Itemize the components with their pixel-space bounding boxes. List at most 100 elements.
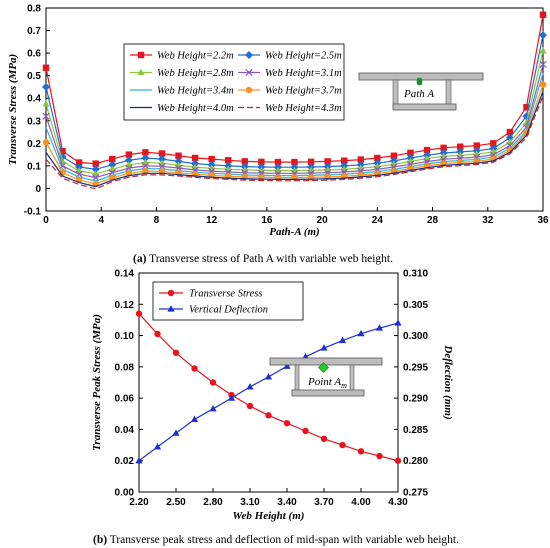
chart-a-legend: Web Height=2.2m Web Height=2.5m Web Height…	[123, 43, 345, 121]
chart-a-data-point	[141, 153, 150, 162]
chart-b-data-point	[264, 373, 273, 380]
chart-a-data-point	[307, 158, 315, 166]
chart-a-data-point	[174, 157, 183, 166]
chart-a-data-point	[42, 100, 50, 107]
chart-a-legend-label: Web Height=4.0m	[157, 103, 234, 114]
path-a-label: Path A	[403, 88, 434, 100]
chart-a-data-point	[357, 156, 364, 163]
chart-b-x-tick-label: 4.30	[388, 497, 408, 508]
chart-a-data-point	[423, 146, 431, 154]
chart-a-data-point	[341, 157, 348, 164]
chart-b-y-tick-label: 0.06	[115, 394, 135, 405]
chart-b-y-tick-label: 0.10	[115, 331, 135, 342]
chart-b-x-tick-label: 3.70	[314, 497, 334, 508]
chart-b-data-point	[172, 349, 180, 356]
chart-b-data-point	[135, 456, 143, 464]
chart-b-data-point	[191, 365, 198, 372]
chart-a-y-tick-label: 0.6	[27, 49, 41, 60]
chart-b-girder-sketch: Point Am	[269, 357, 383, 397]
chart-a-x-tick-label: 20	[317, 215, 329, 226]
chart-b-y-tick-label: 0.02	[115, 456, 135, 467]
chart-b-x-tick-label: 3.40	[277, 497, 297, 508]
chart-a-legend-label: Web Height=3.4m	[157, 86, 234, 97]
chart-a-girder-sketch: Path A	[358, 72, 484, 111]
chart-a-data-point	[390, 152, 398, 159]
chart-b-y2-axis-label: Deflection (mm)	[442, 344, 454, 419]
chart-b-data-point	[339, 441, 346, 449]
chart-a-legend-label: Web Height=4.3m	[265, 103, 342, 114]
chart-a-data-point	[324, 158, 331, 165]
chart-b-data-point	[265, 412, 272, 419]
chart-b-x-tick-label: 2.20	[129, 497, 149, 508]
chart-a-data-point	[208, 155, 215, 163]
chart-b-y2-tick-label: 0.280	[403, 456, 428, 467]
chart-a-data-point	[58, 157, 67, 164]
chart-b-y2-tick-label: 0.295	[403, 362, 428, 373]
chart-b-legend-marker	[167, 289, 175, 297]
chart-a-plot-frame	[45, 7, 544, 212]
chart-b-y-tick-label: 0.14	[115, 269, 135, 280]
chart-a-data-point	[191, 154, 199, 162]
chart-a-data-point	[539, 47, 547, 54]
chart-b-data-point	[172, 429, 180, 436]
chart-a-legend-marker	[245, 86, 253, 94]
chart-a-data-point	[142, 149, 149, 156]
chart-a-y-tick-label: 0.8	[27, 4, 41, 15]
chart-b-y-tick-label: 0.00	[115, 488, 135, 499]
chart-a-data-point	[42, 64, 50, 71]
chart-b: 2.20 2.50 2.80 3.10 3.40 3.70 4.00 4.30 0.00 0.02…	[91, 269, 454, 523]
chart-a-legend-label: Web Height=2.2m	[157, 51, 234, 62]
chart-a-legend-label: Web Height=3.1m	[265, 68, 342, 79]
chart-b-y-axis-label: Transverse Peak Stress (MPa)	[91, 314, 103, 451]
chart-a-y-tick-label: 0	[35, 184, 41, 195]
chart-b-y2-tick-label: 0.310	[403, 269, 428, 280]
chart-b-y2-tick-label: 0.300	[403, 331, 428, 342]
chart-a-x-tick-label: 0	[43, 215, 49, 226]
chart-a-y-tick-label: 0.1	[27, 161, 41, 172]
chart-b-y-tick-label: 0.04	[115, 425, 135, 436]
chart-a-data-point	[42, 139, 50, 146]
chart-b-data-point	[375, 324, 384, 331]
chart-a-y-tick-label: 0.7	[27, 26, 41, 37]
point-a-label: Point Am	[307, 376, 347, 390]
chart-a-data-point	[142, 167, 149, 175]
chart-a-x-tick-label: 8	[154, 215, 160, 226]
chart-a-data-point	[175, 152, 182, 159]
chart-a-data-point	[523, 104, 530, 111]
chart-b-plot-frame	[138, 272, 399, 493]
chart-a-data-point	[241, 158, 248, 165]
chart-a-data-point	[274, 158, 282, 166]
chart-b-data-point	[246, 383, 254, 390]
chart-b-data-point	[209, 379, 217, 386]
chart-a-data-point	[92, 160, 99, 167]
chart-a-y-axis-label: Transverse Stress (MPa)	[7, 54, 19, 165]
chart-a-data-point	[506, 128, 514, 136]
chart-a-data-point	[225, 157, 232, 164]
chart-a-x-tick-label: 16	[261, 215, 273, 226]
chart-b-x-tick-label: 2.80	[203, 497, 223, 508]
chart-a-data-point	[374, 154, 381, 162]
chart-a-data-point	[539, 31, 547, 40]
caption-a: (a) Transverse stress of Path A with var…	[133, 253, 393, 265]
chart-a-x-tick-label: 4	[98, 215, 104, 226]
chart-b-data-point	[227, 394, 236, 401]
chart-a-data-point	[539, 81, 547, 88]
chart-b-y2-tick-label: 0.275	[403, 488, 428, 499]
chart-a-data-point	[91, 165, 100, 174]
chart-b-data-point	[135, 310, 143, 317]
chart-b-legend-label: Transverse Stress	[189, 289, 262, 300]
chart-b-y2-tick-label: 0.285	[403, 425, 428, 436]
chart-b-data-point	[376, 452, 383, 460]
chart-a-y-tick-label: -0.1	[24, 207, 42, 218]
chart-a-legend-label: Web Height=2.5m	[265, 51, 342, 62]
chart-b-y-tick-label: 0.12	[115, 300, 135, 311]
chart-a-data-point	[42, 112, 50, 120]
chart-a-data-point	[141, 162, 150, 170]
chart-b-data-point	[394, 457, 402, 464]
chart-b-legend-label: Vertical Deflection	[189, 305, 268, 316]
chart-a-data-point	[157, 155, 166, 164]
chart-b-data-point	[357, 329, 365, 337]
chart-b-y2-tick-label: 0.305	[403, 300, 428, 311]
chart-b-data-point	[283, 362, 291, 369]
chart-a-data-point	[539, 11, 547, 18]
